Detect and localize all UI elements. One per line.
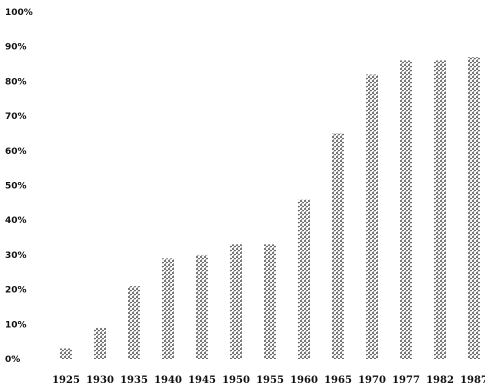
x-tick-label: 1925 (52, 375, 80, 386)
x-tick-label: 1950 (222, 375, 250, 386)
y-tick-label: 40% (5, 216, 27, 226)
bar-1930 (94, 327, 106, 359)
y-tick-label: 60% (5, 147, 27, 157)
bar-1935 (128, 286, 140, 359)
bar-1955 (264, 244, 276, 359)
y-tick-label: 70% (5, 112, 27, 122)
x-tick-label: 1987 (460, 375, 485, 386)
x-tick-label: 1955 (256, 375, 284, 386)
bar-1977 (400, 60, 412, 360)
x-tick-label: 1965 (324, 375, 352, 386)
x-tick-label: 1970 (358, 375, 386, 386)
x-axis-ticks: 1925 1930 1935 1940 1945 1950 1955 1960 1965 1970… (52, 375, 485, 386)
x-tick-label: 1940 (154, 375, 182, 386)
bar-1940 (162, 258, 174, 359)
bar-1945 (196, 254, 208, 359)
y-tick-label: 100% (5, 8, 33, 18)
y-axis-ticks: 0% 10% 20% 30% 40% 50% 60% 70% 80% 90% 100% (5, 8, 33, 365)
x-tick-label: 1930 (86, 375, 114, 386)
x-tick-label: 1945 (188, 375, 216, 386)
bar-1982 (434, 60, 446, 360)
x-tick-label: 1982 (426, 375, 454, 386)
x-tick-label: 1960 (290, 375, 318, 386)
y-tick-label: 20% (5, 286, 27, 296)
y-tick-label: 10% (5, 320, 27, 330)
y-tick-label: 80% (5, 77, 27, 87)
x-tick-label: 1977 (392, 375, 420, 386)
bar-1970 (366, 74, 378, 360)
bar-1950 (230, 244, 242, 359)
y-tick-label: 0% (5, 355, 20, 365)
x-tick-label: 1935 (120, 375, 148, 386)
y-tick-label: 50% (5, 182, 27, 192)
bar-1925 (60, 348, 72, 359)
bars (60, 57, 480, 360)
bar-1987 (468, 57, 480, 360)
y-tick-label: 30% (5, 251, 27, 261)
bar-1965 (332, 133, 344, 359)
bar-1960 (298, 199, 310, 359)
y-tick-label: 90% (5, 43, 27, 53)
